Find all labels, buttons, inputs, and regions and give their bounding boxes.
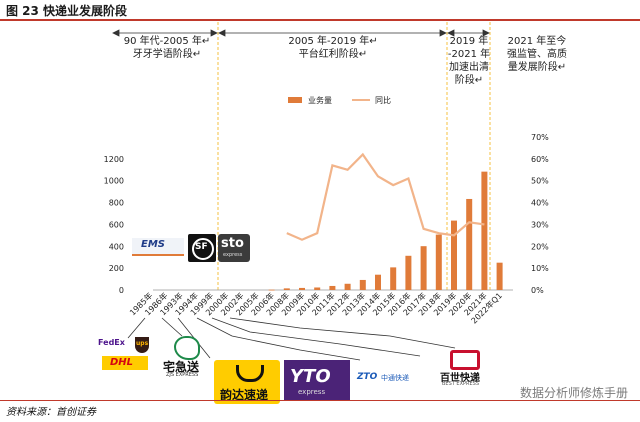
left-tick-label: 1000 xyxy=(104,177,124,186)
right-tick-label: 0% xyxy=(531,286,544,295)
best-logo: 百世快递 BEST EXPRESS xyxy=(436,350,492,387)
phase-label-4b: 强监管、高质 xyxy=(507,47,567,60)
phase-label-1a: 90 年代-2005 年↵ xyxy=(124,34,211,47)
volume-bar xyxy=(435,234,442,290)
volume-bars xyxy=(268,171,503,291)
ems-logo: EMS xyxy=(132,238,184,256)
phase-arrow-3 xyxy=(447,29,490,37)
logo-connectors xyxy=(127,317,456,361)
right-tick-label: 40% xyxy=(531,199,549,208)
sto-logo-text: sto xyxy=(221,236,244,251)
left-tick-label: 400 xyxy=(109,242,124,251)
sf-logo-text: SF xyxy=(195,242,208,252)
yto-logo-text: YTO xyxy=(290,366,331,387)
phase-arrow-2 xyxy=(218,29,447,37)
volume-bar xyxy=(481,171,488,290)
yto-logo-sub: express xyxy=(298,388,326,396)
volume-bar xyxy=(496,262,503,290)
dhl-logo-text: DHL xyxy=(110,357,134,368)
legend-line-label: 同比 xyxy=(375,95,391,105)
fedex-logo: FedEx xyxy=(98,338,130,352)
x-axis-ticks: 1985年1986年1993年1994年1999年2000年2002年2005年… xyxy=(127,290,504,325)
right-tick-label: 70% xyxy=(531,133,549,142)
volume-bar xyxy=(283,288,290,290)
left-tick-label: 800 xyxy=(109,199,124,208)
volume-bar xyxy=(299,287,305,290)
zjs-bird-icon xyxy=(174,336,200,360)
phase-label-4c: 量发展阶段↵ xyxy=(508,60,566,73)
right-tick-label: 20% xyxy=(531,242,549,251)
volume-bar xyxy=(420,246,427,290)
best-logo-text: 百世快递 xyxy=(440,373,480,384)
yto-logo: YTO express xyxy=(284,360,350,400)
phase-label-2a: 2005 年-2019 年↵ xyxy=(288,34,377,47)
volume-bar xyxy=(451,220,457,290)
phase-label-3b: -2021 年 xyxy=(448,47,490,60)
left-tick-label: 0 xyxy=(119,286,124,295)
dhl-logo: DHL xyxy=(102,356,148,370)
phase-label-2b: 平台红利阶段↵ xyxy=(299,47,367,60)
right-tick-label: 60% xyxy=(531,155,549,164)
left-tick-label: 1200 xyxy=(104,155,124,164)
volume-bar xyxy=(344,283,351,290)
volume-bar xyxy=(405,255,412,290)
best-mark-icon xyxy=(450,350,480,370)
zto-logo-cn: 中通快递 xyxy=(381,374,409,382)
sto-logo: sto express xyxy=(218,234,250,262)
best-logo-sub: BEST EXPRESS xyxy=(442,381,479,387)
yunda-face-icon xyxy=(236,365,264,382)
zjs-logo-text: 宅急送 xyxy=(163,360,200,374)
right-tick-label: 50% xyxy=(531,177,549,186)
sf-logo: SF xyxy=(188,234,216,262)
zjs-logo-sub: ZJS EXPRESS xyxy=(166,372,199,378)
yunda-logo: 韵达速递 xyxy=(214,360,280,404)
figure-title: 图 23 快递业发展阶段 xyxy=(6,4,128,18)
volume-bar xyxy=(466,198,473,290)
legend-bar-swatch xyxy=(288,97,302,103)
yunda-logo-text: 韵达速递 xyxy=(220,388,269,402)
volume-bar xyxy=(359,279,366,290)
zjs-logo: 宅急送 ZJS EXPRESS xyxy=(158,336,212,378)
phase-label-1b: 牙牙学语阶段↵ xyxy=(133,47,201,60)
volume-bar xyxy=(375,274,381,290)
bottom-rule xyxy=(0,400,640,401)
sto-logo-sub: express xyxy=(223,252,243,258)
fedex-logo-text: FedEx xyxy=(98,338,125,347)
phase-arrow-1 xyxy=(112,29,218,37)
watermark: 数据分析师修炼手册 xyxy=(519,386,628,400)
ups-logo-text: ups xyxy=(136,340,149,347)
right-tick-label: 10% xyxy=(531,264,549,273)
yoy-line xyxy=(286,152,485,241)
volume-bar xyxy=(329,285,336,290)
phase-label-4a: 2021 年至今 xyxy=(508,34,567,47)
left-tick-label: 200 xyxy=(109,264,124,273)
phase-label-3d: 阶段↵ xyxy=(455,73,483,86)
zto-logo: ZTO 中通快递 xyxy=(357,372,419,386)
right-tick-label: 30% xyxy=(531,220,549,229)
legend-bar-label: 业务量 xyxy=(308,95,332,105)
volume-bar xyxy=(314,287,321,290)
left-axis-ticks: 0 200 400 600 800 1000 1200 xyxy=(104,155,124,295)
ems-logo-text: EMS xyxy=(141,239,165,250)
left-tick-label: 600 xyxy=(109,220,124,229)
ups-logo: ups xyxy=(135,337,149,353)
right-axis-ticks: 0% 10% 20% 30% 40% 50% 60% 70% xyxy=(531,133,549,295)
title-rule xyxy=(0,19,640,21)
source-note: 资料来源：首创证券 xyxy=(6,407,96,418)
volume-bar xyxy=(268,289,275,291)
volume-bar xyxy=(390,267,397,290)
phase-label-3c: 加速出清 xyxy=(449,60,489,73)
zto-logo-text: ZTO xyxy=(357,372,378,382)
phase-label-3a: 2019 年 xyxy=(450,34,489,47)
